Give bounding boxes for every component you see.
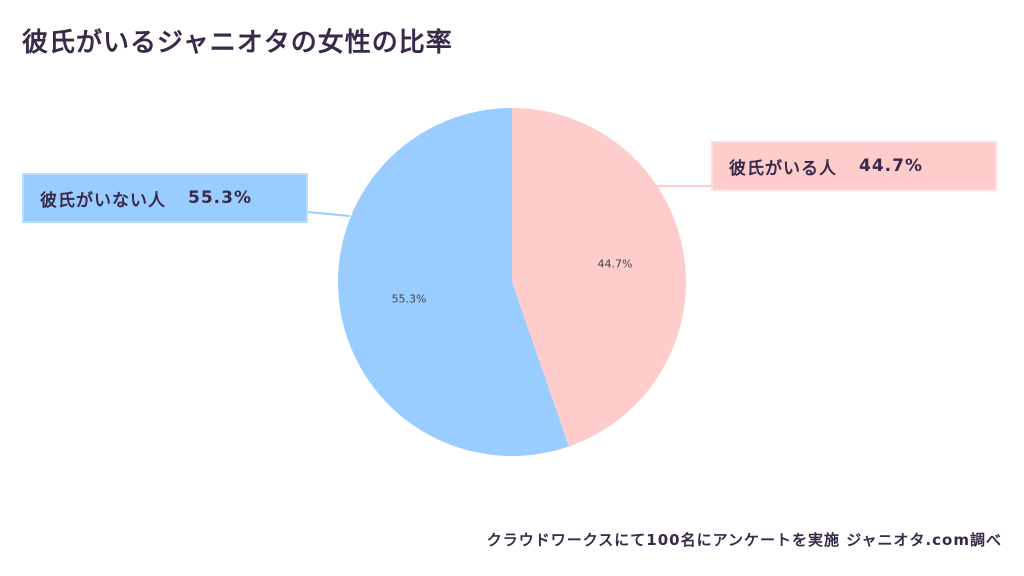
callout-without-boyfriend-label: 彼氏がいない人 — [40, 190, 166, 211]
callout-without-boyfriend-pct: 55.3% — [188, 188, 252, 208]
slice-label: 55.3% — [392, 292, 427, 305]
callout-with-boyfriend-label: 彼氏がいる人 — [729, 158, 837, 179]
leader-line — [307, 211, 351, 217]
callout-with-boyfriend-pct: 44.7% — [859, 156, 923, 176]
callout-with-boyfriend: 彼氏がいる人 44.7% — [711, 141, 997, 191]
callout-without-boyfriend: 彼氏がいない人 55.3% — [22, 173, 308, 223]
pie-slice — [512, 108, 686, 447]
source-note: クラウドワークスにて100名にアンケートを実施 ジャニオタ.com調べ — [486, 531, 1002, 549]
chart-title: 彼氏がいるジャニオタの女性の比率 — [22, 28, 453, 58]
slice-label: 44.7% — [597, 258, 632, 271]
pie-slice — [338, 108, 569, 456]
